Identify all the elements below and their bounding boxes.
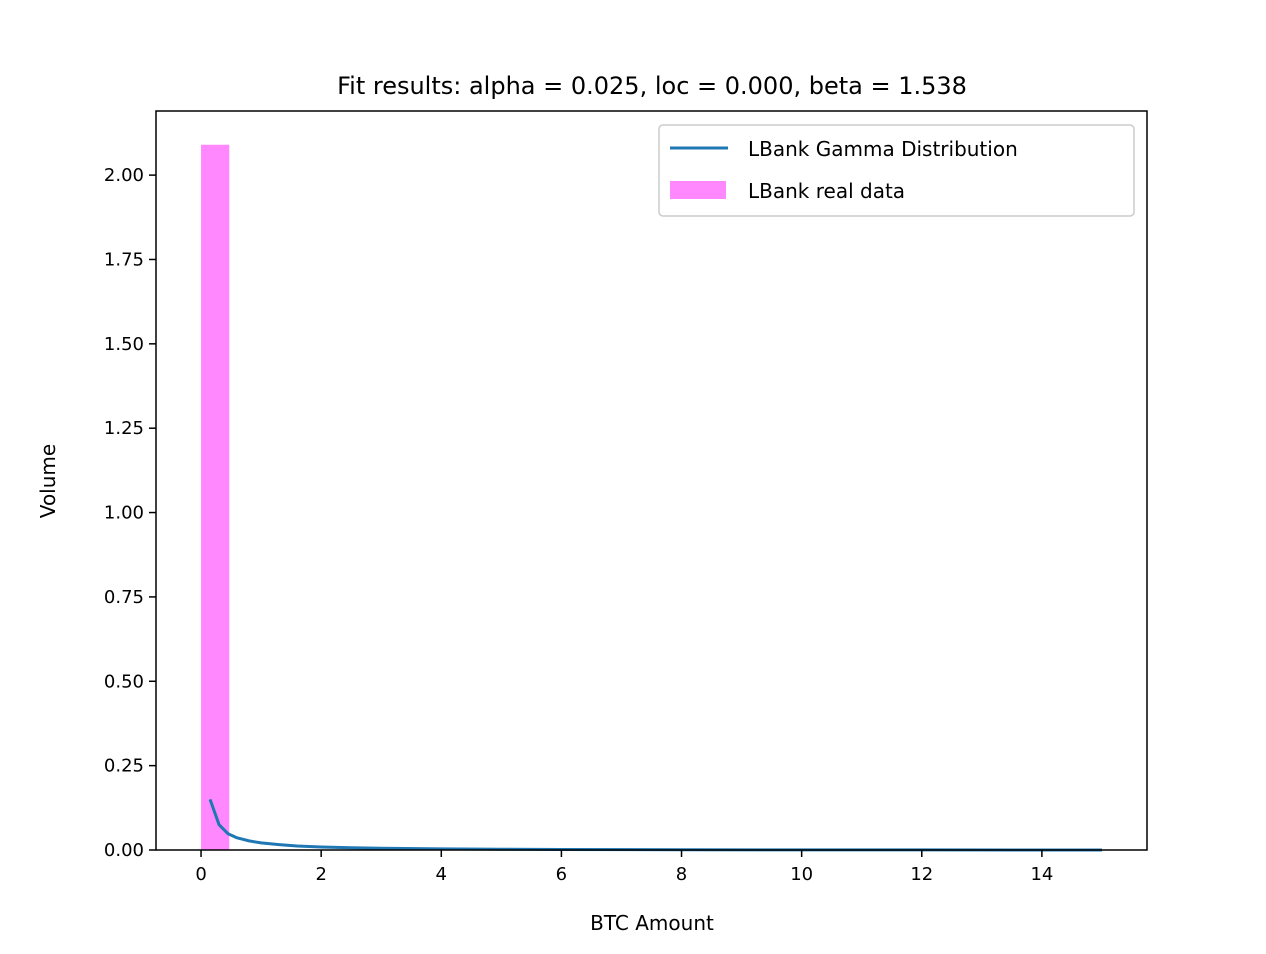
histogram-bar xyxy=(201,144,230,851)
x-tick-label: 6 xyxy=(556,864,567,885)
x-tick-label: 14 xyxy=(1030,864,1053,885)
y-tick-label: 0.25 xyxy=(104,756,144,777)
legend-label-gamma: LBank Gamma Distribution xyxy=(748,137,1018,161)
legend-box xyxy=(658,124,1135,217)
x-axis: 0 2 4 6 8 10 12 14 xyxy=(195,850,1053,885)
x-tick-label: 8 xyxy=(676,864,687,885)
x-tick-label: 0 xyxy=(195,864,206,885)
plot-frame xyxy=(155,110,1148,851)
y-axis-label: Volume xyxy=(36,444,60,518)
y-axis: 0.00 0.25 0.50 0.75 1.00 1.25 1.50 1.75 2.00 xyxy=(104,165,156,861)
y-tick-label: 0.00 xyxy=(104,840,144,861)
histogram-bars xyxy=(201,144,399,851)
legend-label-real-data: LBank real data xyxy=(748,179,905,203)
x-axis-label: BTC Amount xyxy=(590,911,714,935)
x-tick-label: 2 xyxy=(315,864,326,885)
x-tick-label: 12 xyxy=(910,864,933,885)
fit-line-layer xyxy=(208,798,1102,852)
y-tick-label: 1.75 xyxy=(104,249,144,270)
y-tick-label: 0.50 xyxy=(104,671,144,692)
y-tick-label: 0.75 xyxy=(104,587,144,608)
y-tick-label: 1.25 xyxy=(104,418,144,439)
legend-swatch-bar xyxy=(670,181,726,199)
y-tick-label: 2.00 xyxy=(104,165,144,186)
gamma-fit-line xyxy=(208,798,1102,852)
y-tick-label: 1.50 xyxy=(104,334,144,355)
chart-title: Fit results: alpha = 0.025, loc = 0.000,… xyxy=(337,72,967,100)
legend: LBank Gamma Distribution LBank real data xyxy=(658,124,1135,217)
x-tick-label: 4 xyxy=(436,864,447,885)
y-tick-label: 1.00 xyxy=(104,503,144,524)
x-tick-label: 10 xyxy=(790,864,813,885)
